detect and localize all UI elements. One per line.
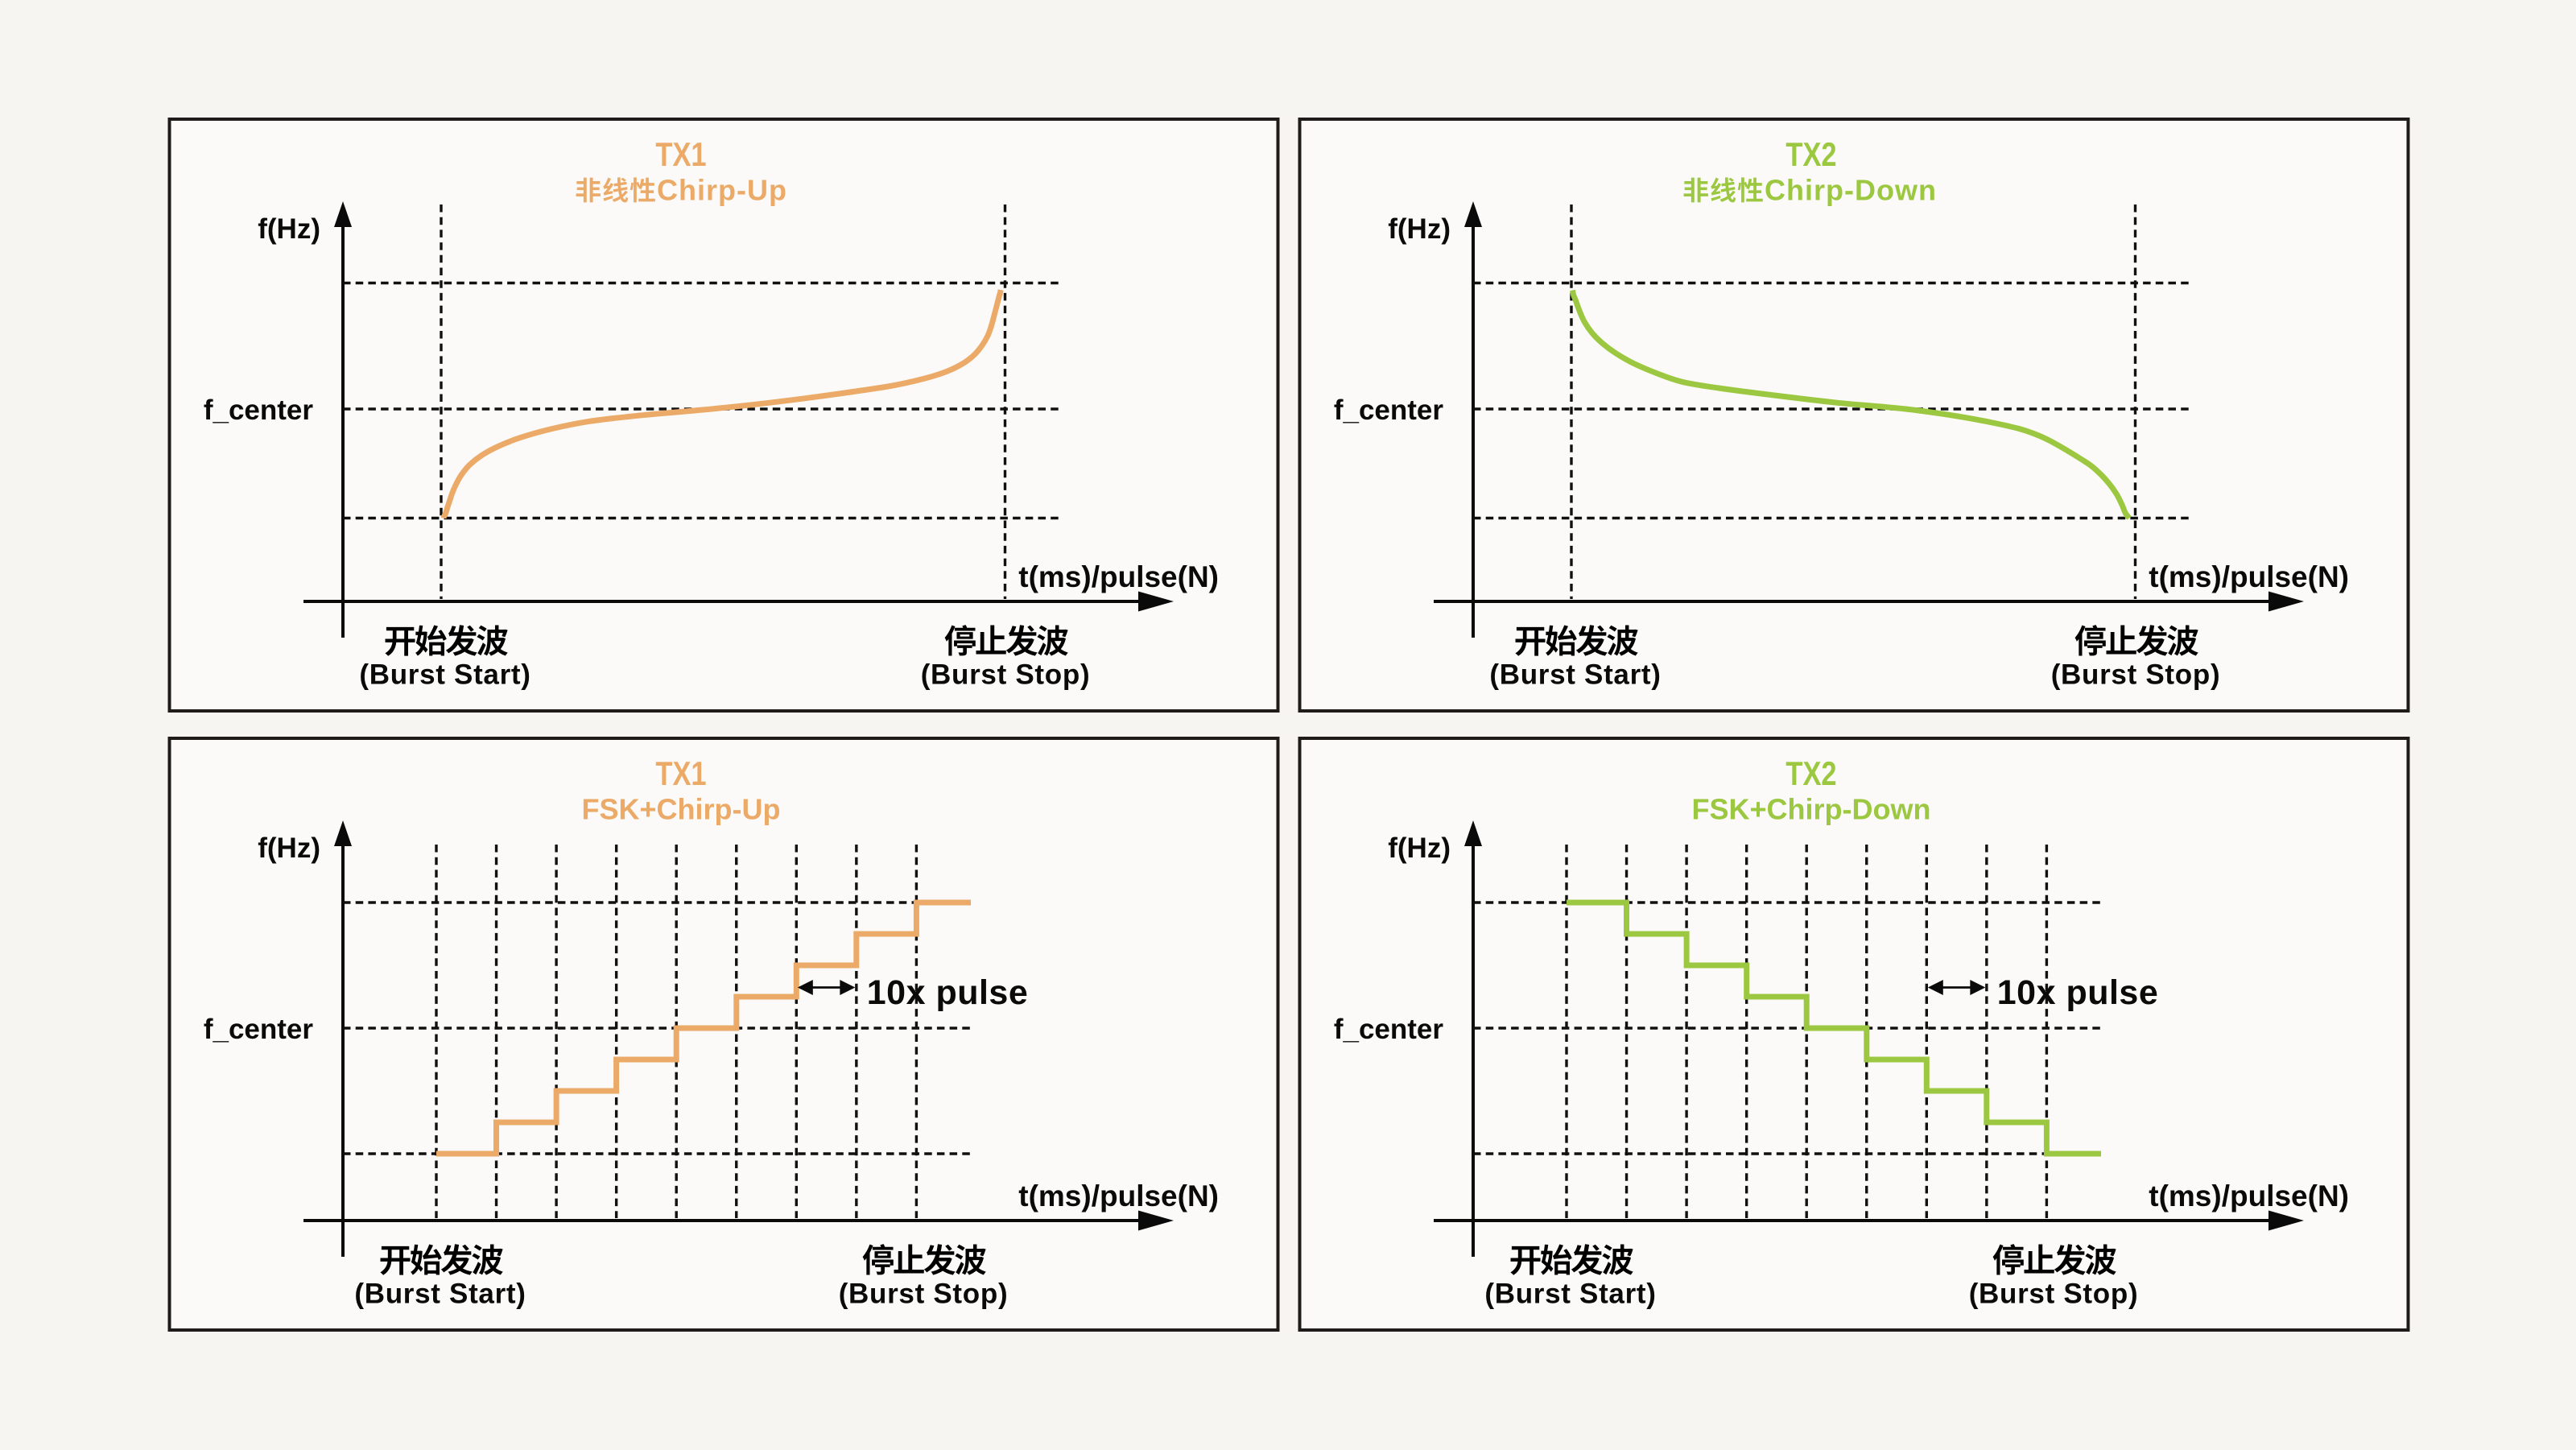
svg-text:t(ms)/pulse(N): t(ms)/pulse(N) [1018,560,1219,593]
svg-text:FSK+Chirp-Up: FSK+Chirp-Up [582,793,781,826]
svg-text:(Burst Stop): (Burst Stop) [1969,1279,2139,1310]
svg-text:f_center: f_center [1334,1014,1444,1045]
svg-text:FSK+Chirp-Down: FSK+Chirp-Down [1692,793,1931,826]
svg-text:(Burst Start): (Burst Start) [1489,659,1661,691]
svg-text:10x pulse: 10x pulse [1997,973,2159,1012]
svg-text:f_center: f_center [204,395,314,426]
svg-text:(Burst Start): (Burst Start) [354,1279,526,1310]
svg-text:(Burst Start): (Burst Start) [359,659,530,691]
svg-text:f(Hz): f(Hz) [258,832,320,864]
svg-text:t(ms)/pulse(N): t(ms)/pulse(N) [2149,1179,2349,1212]
svg-text:f(Hz): f(Hz) [1388,213,1451,245]
svg-text:f(Hz): f(Hz) [1388,832,1451,864]
svg-text:f(Hz): f(Hz) [258,213,320,245]
svg-text:f_center: f_center [1334,395,1444,426]
svg-text:(Burst Stop): (Burst Stop) [839,1279,1009,1310]
svg-text:(Burst Start): (Burst Start) [1484,1279,1656,1310]
svg-text:Chirp-Up: Chirp-Up [657,174,787,207]
svg-text:TX2: TX2 [1785,136,1836,174]
svg-text:Chirp-Down: Chirp-Down [1765,174,1937,207]
svg-text:t(ms)/pulse(N): t(ms)/pulse(N) [2149,560,2349,593]
svg-text:(Burst Stop): (Burst Stop) [2051,659,2221,691]
svg-text:t(ms)/pulse(N): t(ms)/pulse(N) [1018,1179,1219,1212]
svg-text:f_center: f_center [204,1014,314,1045]
svg-text:TX1: TX1 [655,136,706,174]
svg-text:(Burst Stop): (Burst Stop) [921,659,1091,691]
svg-text:TX1: TX1 [655,755,706,793]
svg-text:10x pulse: 10x pulse [867,973,1029,1012]
svg-text:TX2: TX2 [1785,755,1836,793]
